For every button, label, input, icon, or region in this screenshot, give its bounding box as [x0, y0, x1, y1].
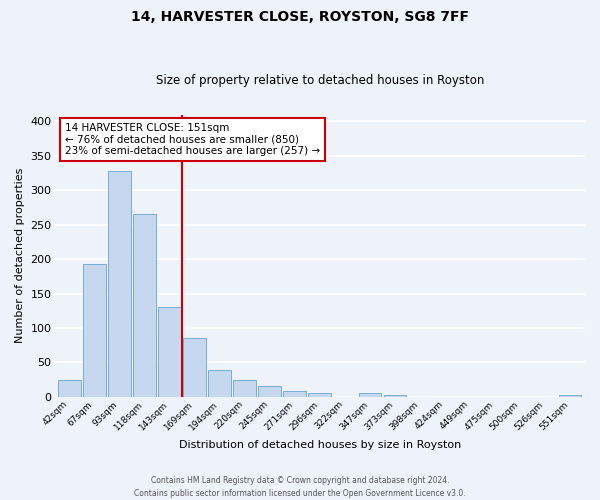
Bar: [83, 264, 106, 397]
Bar: [133, 214, 156, 397]
Bar: [108, 171, 131, 397]
Bar: [58, 380, 81, 397]
Bar: [308, 394, 331, 397]
Y-axis label: Number of detached properties: Number of detached properties: [15, 168, 25, 344]
Title: Size of property relative to detached houses in Royston: Size of property relative to detached ho…: [155, 74, 484, 87]
Bar: [359, 394, 381, 397]
Bar: [208, 370, 231, 397]
Bar: [283, 392, 306, 397]
Bar: [158, 308, 181, 397]
Bar: [559, 394, 581, 397]
Bar: [259, 386, 281, 397]
Bar: [184, 338, 206, 397]
Text: 14 HARVESTER CLOSE: 151sqm
← 76% of detached houses are smaller (850)
23% of sem: 14 HARVESTER CLOSE: 151sqm ← 76% of deta…: [65, 123, 320, 156]
Text: 14, HARVESTER CLOSE, ROYSTON, SG8 7FF: 14, HARVESTER CLOSE, ROYSTON, SG8 7FF: [131, 10, 469, 24]
Text: Contains HM Land Registry data © Crown copyright and database right 2024.
Contai: Contains HM Land Registry data © Crown c…: [134, 476, 466, 498]
Bar: [383, 394, 406, 397]
X-axis label: Distribution of detached houses by size in Royston: Distribution of detached houses by size …: [179, 440, 461, 450]
Bar: [233, 380, 256, 397]
